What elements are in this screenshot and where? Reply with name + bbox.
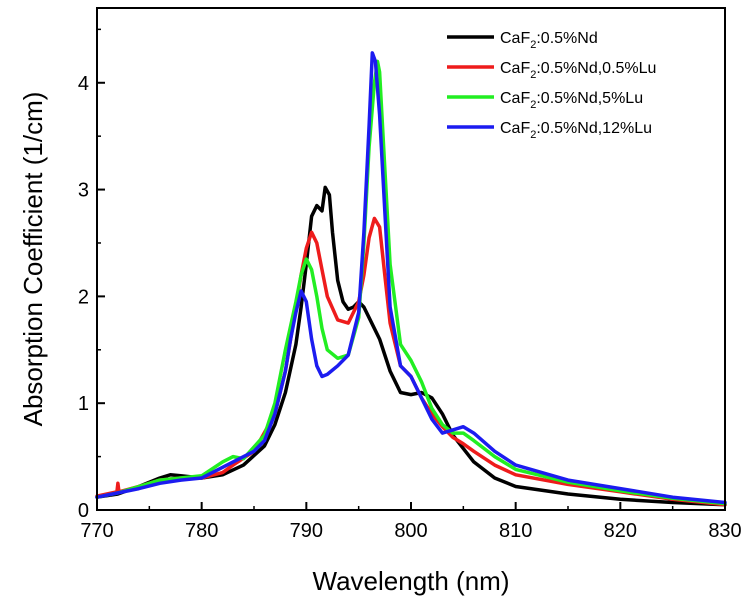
x-tick-label: 810	[499, 520, 532, 542]
legend: CaF2:0.5%Nd CaF2:0.5%Nd,0.5%Lu CaF2:0.5%Nd…	[447, 30, 656, 141]
x-axis-title: Wavelength (nm)	[313, 566, 510, 596]
legend-label-rest: :0.5%Nd,5%Lu	[536, 90, 643, 107]
x-tick-label: 780	[185, 520, 218, 542]
legend-label: CaF2:0.5%Nd,5%Lu	[500, 90, 643, 111]
legend-item-1: CaF2:0.5%Nd	[447, 30, 598, 51]
legend-item-3: CaF2:0.5%Nd,5%Lu	[447, 90, 643, 111]
x-tick-label: 830	[708, 520, 741, 542]
y-tick-label: 4	[78, 73, 89, 95]
x-tick-label: 790	[290, 520, 323, 542]
legend-item-4: CaF2:0.5%Nd,12%Lu	[447, 120, 652, 141]
x-axis: 770 780 790 800 810 820 830	[80, 502, 741, 542]
legend-label: CaF2:0.5%Nd,12%Lu	[500, 120, 652, 141]
legend-label: CaF2:0.5%Nd,0.5%Lu	[500, 60, 656, 81]
y-axis-title: Absorption Coefficient (1/cm)	[18, 92, 48, 427]
plot-frame	[97, 8, 725, 510]
legend-label-main: CaF	[500, 30, 530, 47]
series-line-1	[97, 187, 725, 504]
legend-label-rest: :0.5%Nd,0.5%Lu	[536, 60, 656, 77]
legend-label-rest: :0.5%Nd	[536, 30, 597, 47]
x-tick-label: 820	[604, 520, 637, 542]
y-tick-label: 3	[78, 180, 89, 202]
y-tick-label: 2	[78, 286, 89, 308]
x-tick-label: 800	[394, 520, 427, 542]
legend-label-rest: :0.5%Nd,12%Lu	[536, 120, 652, 137]
legend-label-main: CaF	[500, 60, 530, 77]
y-tick-label: 1	[78, 393, 89, 415]
legend-label: CaF2:0.5%Nd	[500, 30, 598, 51]
y-tick-label: 0	[78, 500, 89, 522]
legend-label-main: CaF	[500, 120, 530, 137]
legend-label-main: CaF	[500, 90, 530, 107]
legend-item-2: CaF2:0.5%Nd,0.5%Lu	[447, 60, 656, 81]
x-tick-label: 770	[80, 520, 113, 542]
y-axis: 0 1 2 3 4	[78, 29, 105, 522]
